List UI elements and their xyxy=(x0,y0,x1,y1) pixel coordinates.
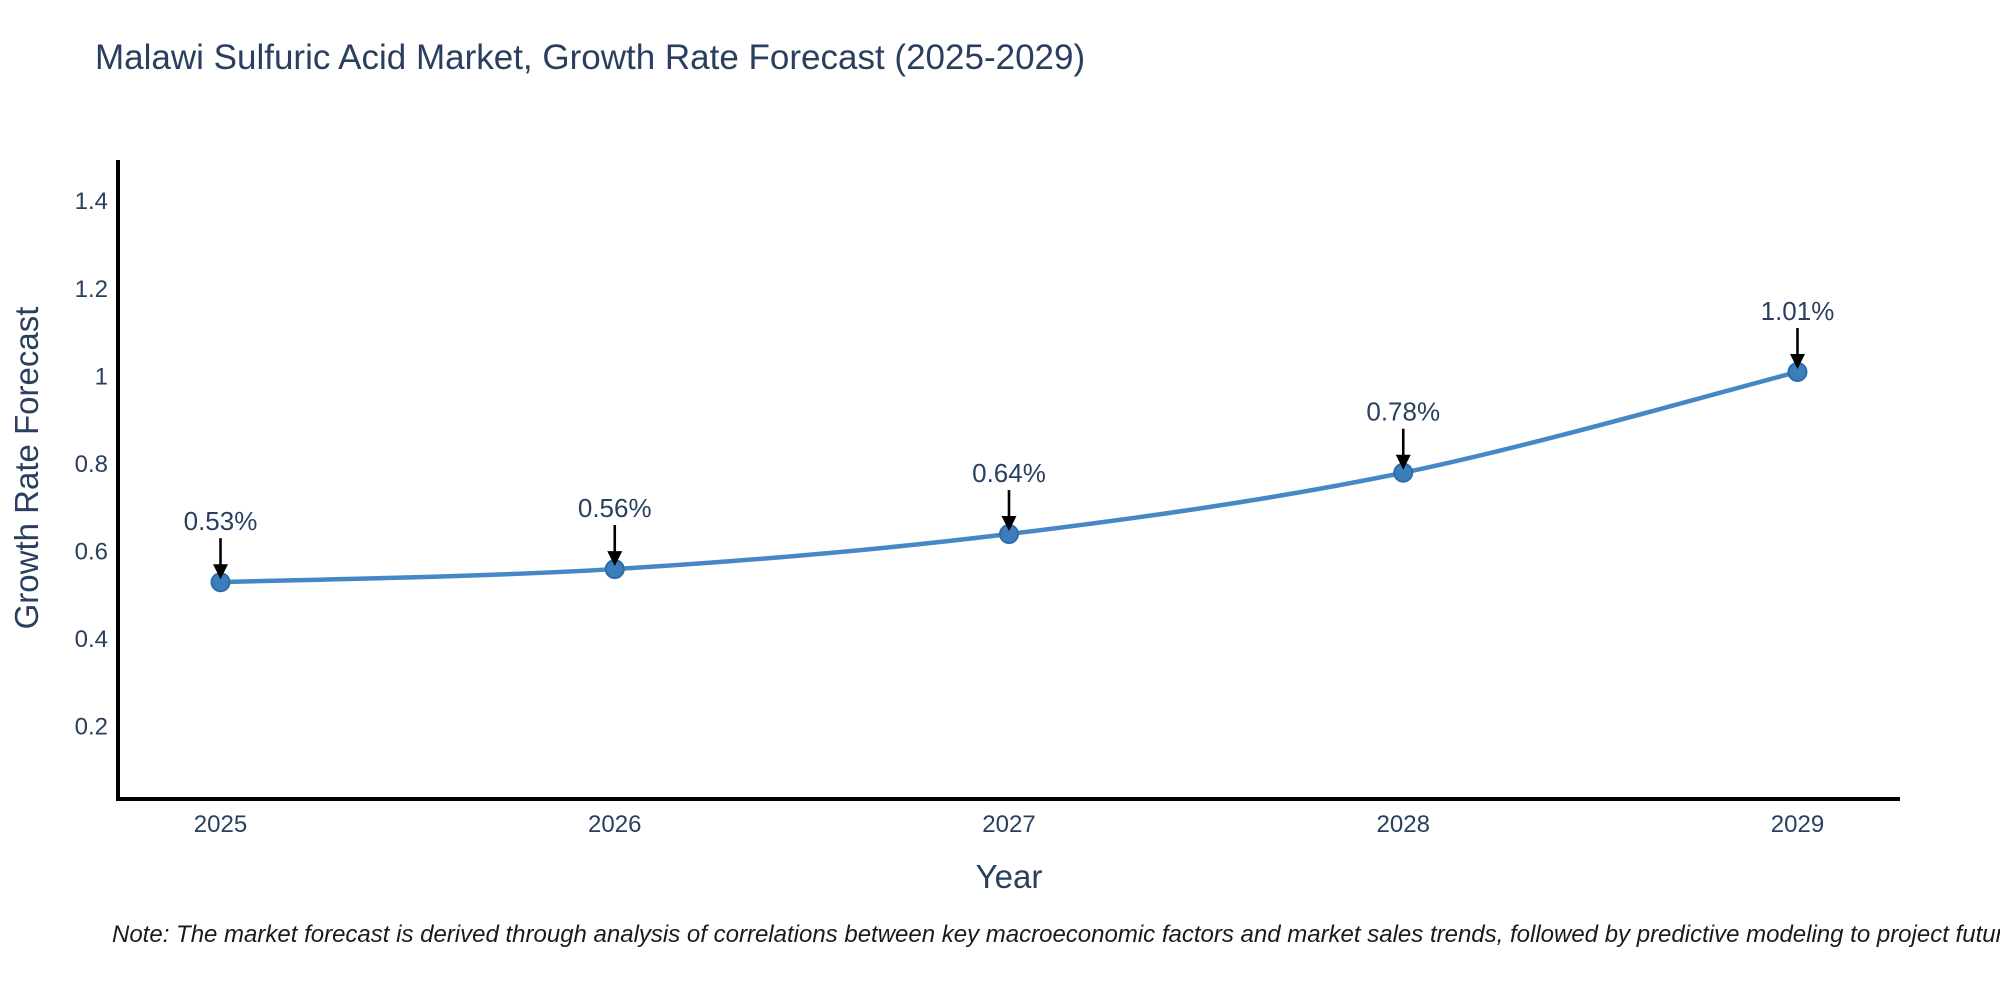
annotation-arrowhead xyxy=(1001,516,1017,532)
y-tick-label: 0.6 xyxy=(75,539,108,566)
annotation-label: 0.64% xyxy=(972,458,1046,488)
x-tick-label: 2027 xyxy=(982,811,1035,838)
annotation-arrowhead xyxy=(213,564,229,580)
annotation-label: 1.01% xyxy=(1761,296,1835,326)
annotation-arrowhead xyxy=(1395,454,1411,470)
x-tick-label: 2026 xyxy=(588,811,641,838)
x-tick-label: 2028 xyxy=(1377,811,1430,838)
annotation-arrowhead xyxy=(607,551,623,567)
chart-title: Malawi Sulfuric Acid Market, Growth Rate… xyxy=(95,38,1086,77)
y-tick-label: 0.2 xyxy=(75,714,108,741)
annotation-label: 0.53% xyxy=(184,506,258,536)
y-tick-label: 1.4 xyxy=(75,188,108,215)
y-tick-label: 0.4 xyxy=(75,626,108,653)
chart-footnote: Note: The market forecast is derived thr… xyxy=(112,921,2000,948)
y-tick-label: 1.2 xyxy=(75,276,108,303)
y-tick-label: 1 xyxy=(95,363,108,390)
annotation-label: 0.56% xyxy=(578,493,652,523)
x-tick-label: 2025 xyxy=(194,811,247,838)
annotation-arrowhead xyxy=(1789,353,1805,369)
annotation-label: 0.78% xyxy=(1366,397,1440,427)
x-tick-label: 2029 xyxy=(1771,811,1824,838)
y-tick-label: 0.8 xyxy=(75,451,108,478)
x-axis-title: Year xyxy=(975,858,1043,895)
